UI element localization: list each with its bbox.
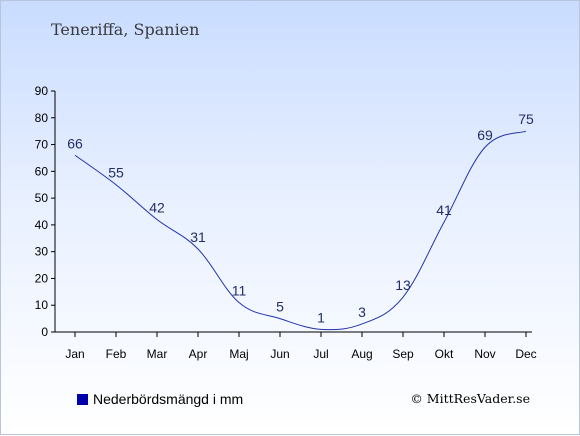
x-tick-label: Nov [474, 347, 495, 361]
y-tick-label: 80 [35, 111, 49, 125]
data-label: 66 [67, 135, 83, 151]
y-tick-label: 0 [41, 325, 48, 339]
data-label: 31 [190, 229, 206, 245]
y-tick-label: 70 [35, 138, 49, 152]
y-tick-label: 10 [35, 298, 49, 312]
data-label: 75 [518, 111, 534, 127]
copyright-text: © MittResVader.se [410, 391, 530, 406]
data-label: 1 [317, 309, 325, 325]
data-label: 69 [477, 127, 493, 143]
y-tick-label: 50 [35, 191, 49, 205]
y-tick-label: 40 [35, 218, 49, 232]
legend: Nederbördsmängd i mm [77, 391, 243, 407]
data-label: 42 [149, 200, 165, 216]
y-tick-label: 30 [35, 245, 49, 259]
x-tick-label: Sep [392, 347, 414, 361]
y-tick-label: 20 [35, 271, 49, 285]
x-tick-label: Dec [515, 347, 536, 361]
chart-title: Teneriffa, Spanien [51, 20, 200, 39]
y-tick-label: 90 [35, 84, 49, 98]
data-label: 55 [108, 165, 124, 181]
x-tick-label: Feb [106, 347, 127, 361]
data-label: 13 [395, 277, 411, 293]
x-tick-label: Aug [351, 347, 372, 361]
x-tick-label: Jun [270, 347, 289, 361]
x-tick-label: Okt [435, 347, 454, 361]
x-tick-label: Apr [189, 347, 208, 361]
legend-label: Nederbördsmängd i mm [93, 391, 244, 407]
x-tick-label: Jan [65, 347, 84, 361]
data-label: 5 [276, 299, 284, 315]
data-label: 11 [232, 283, 247, 299]
data-label: 3 [358, 304, 366, 320]
x-tick-label: Maj [229, 347, 248, 361]
series-line-nederbord [74, 130, 527, 331]
y-tick-label: 60 [35, 164, 49, 178]
x-tick-label: Jul [313, 347, 328, 361]
legend-swatch [77, 393, 88, 405]
data-label: 41 [436, 202, 452, 218]
x-tick-label: Mar [147, 347, 168, 361]
